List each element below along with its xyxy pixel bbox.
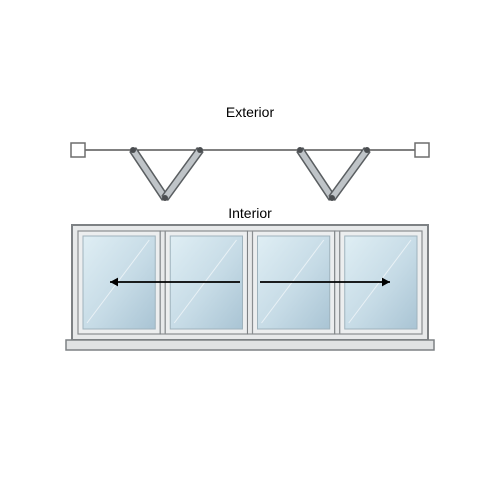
hinge-right-top1 bbox=[297, 147, 303, 153]
sill bbox=[66, 340, 434, 350]
hinge-left-top1 bbox=[130, 147, 136, 153]
sash-left-1 bbox=[130, 148, 168, 200]
hinge-right-apex bbox=[329, 195, 335, 201]
hinge-right-top2 bbox=[364, 147, 370, 153]
sash-right-1 bbox=[297, 148, 335, 200]
end-block-right bbox=[415, 143, 429, 157]
label-exterior: Exterior bbox=[226, 104, 274, 120]
mullion-1 bbox=[248, 231, 253, 334]
elevation-view bbox=[66, 225, 434, 350]
sash-left-2 bbox=[162, 148, 203, 200]
end-block-left bbox=[71, 143, 85, 157]
hinge-left-apex bbox=[162, 195, 168, 201]
plan-view bbox=[71, 143, 429, 201]
hinge-left-top2 bbox=[197, 147, 203, 153]
diagram-stage: Exterior Interior bbox=[0, 0, 500, 500]
label-interior: Interior bbox=[228, 205, 272, 221]
diagram-svg bbox=[0, 0, 500, 500]
sash-right-2 bbox=[329, 148, 370, 200]
